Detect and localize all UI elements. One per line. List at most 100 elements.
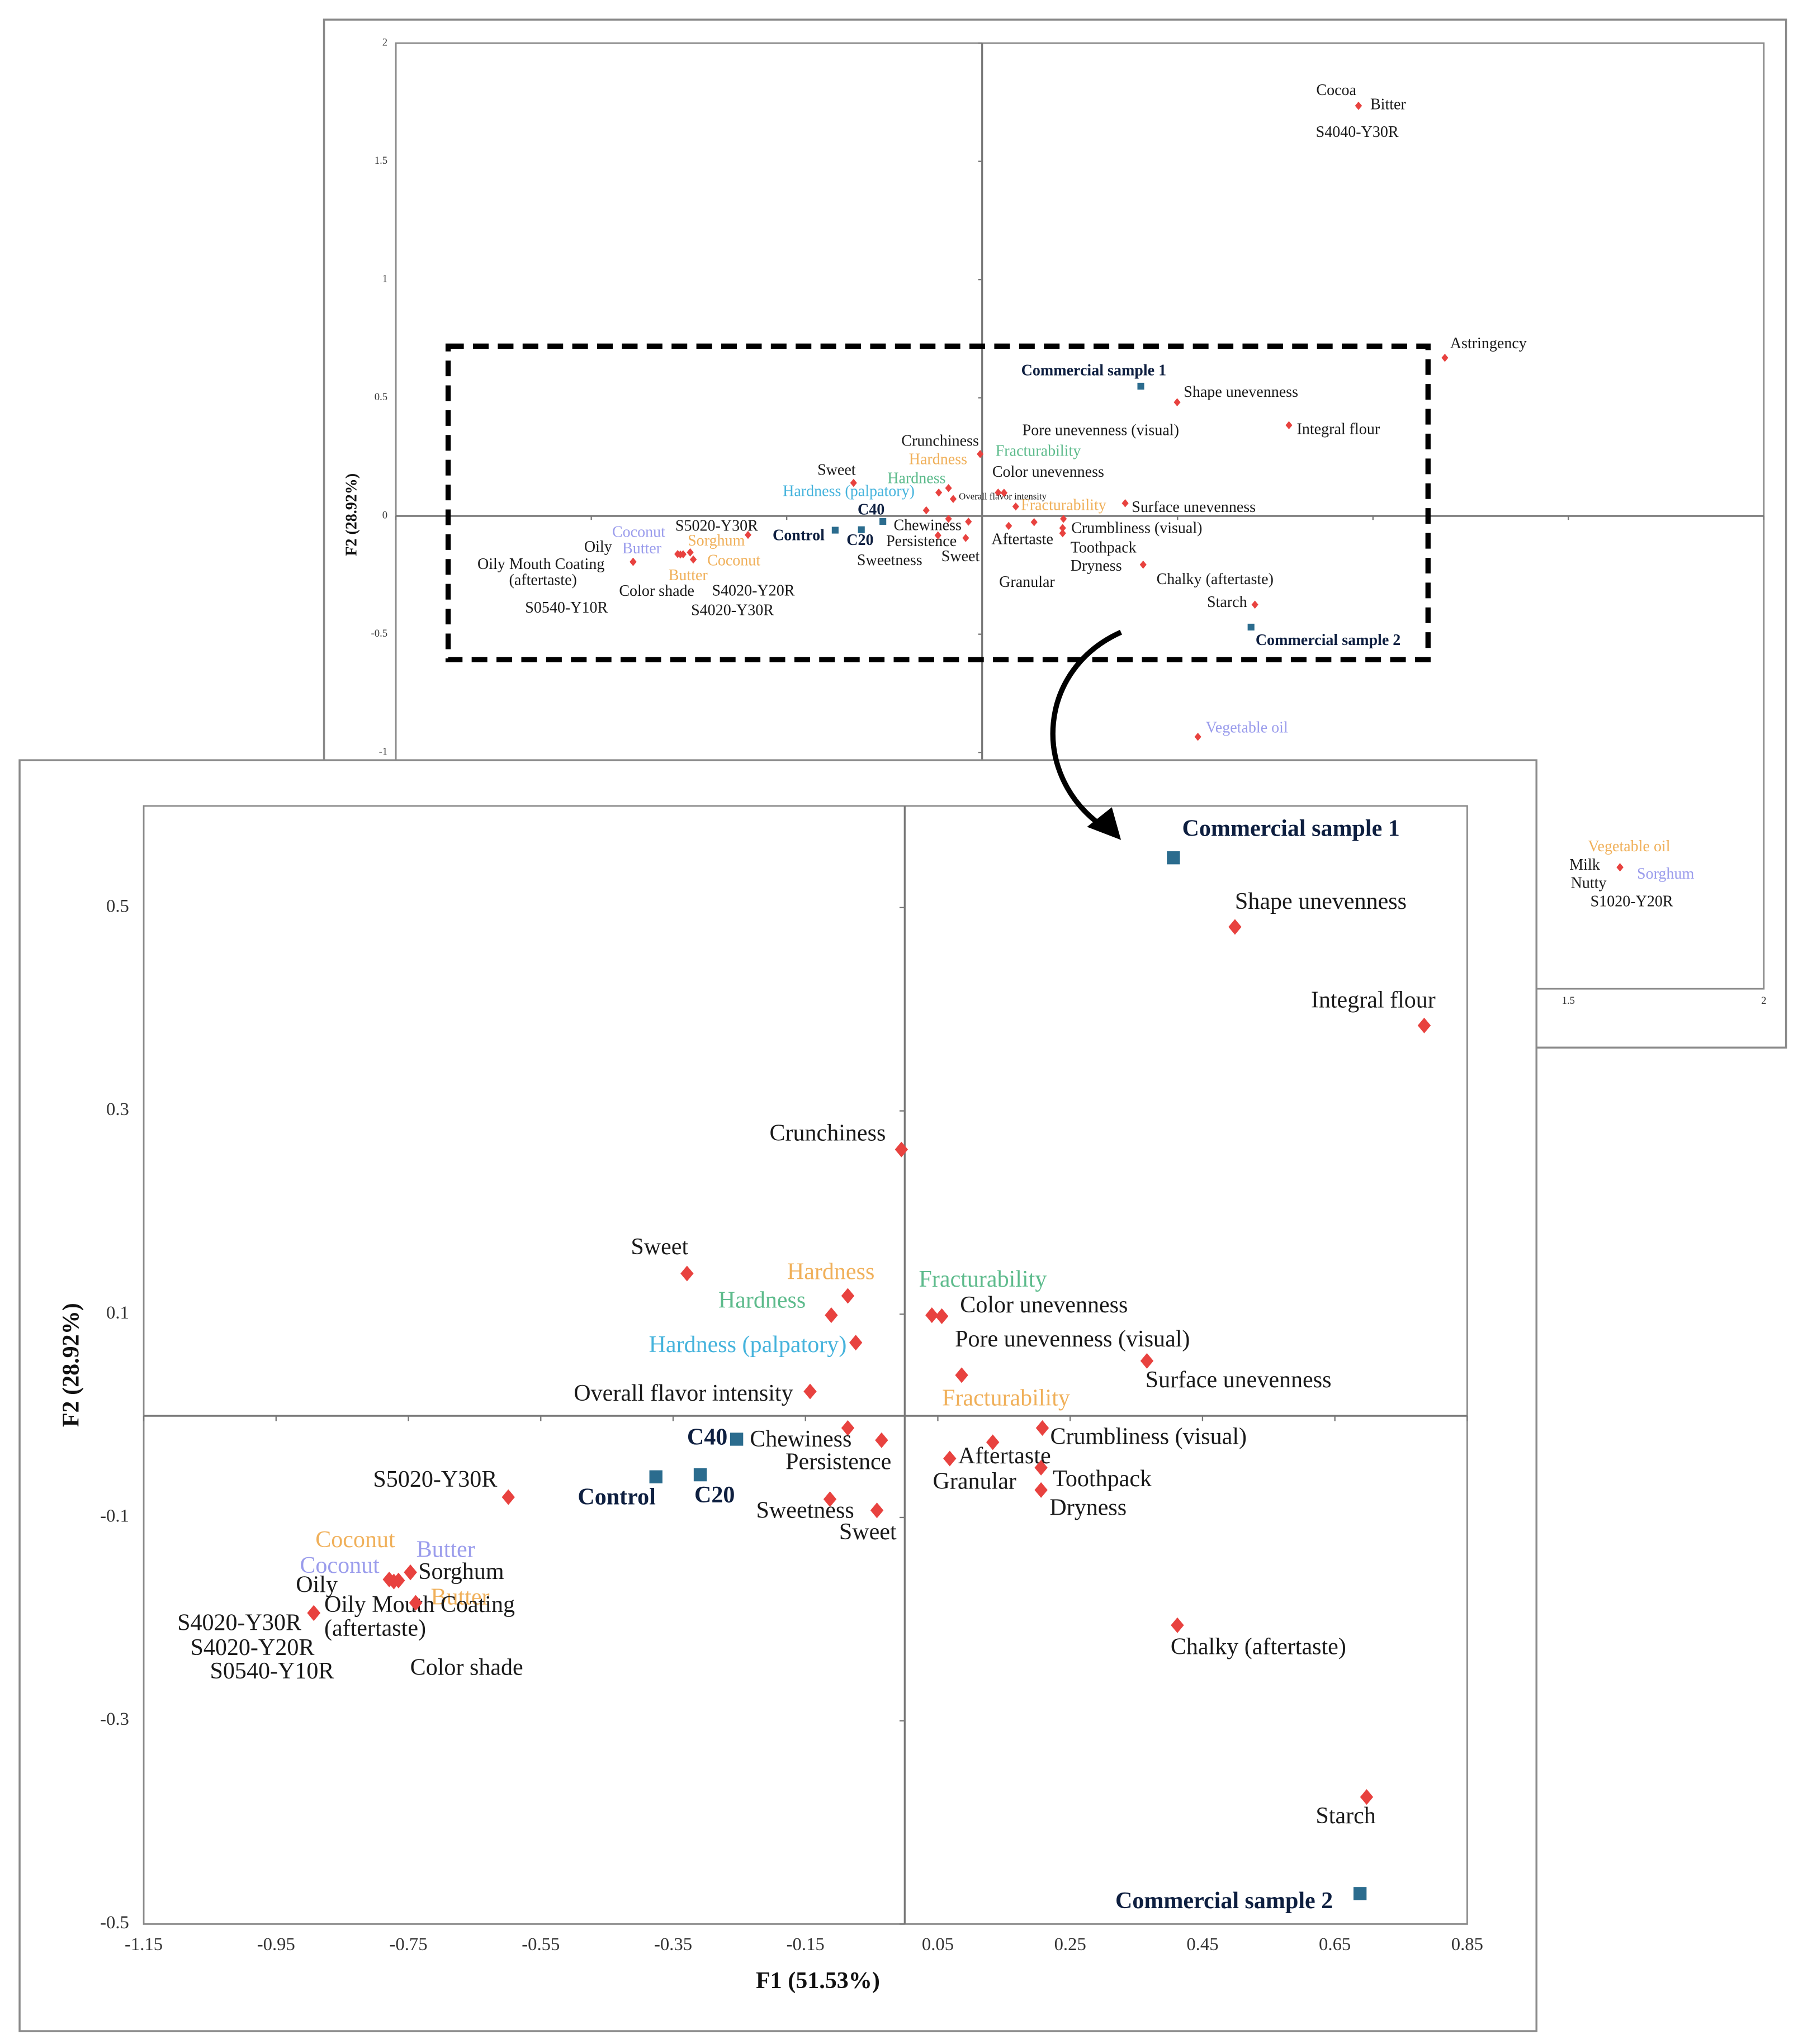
attribute-label: Sweetness xyxy=(857,552,922,569)
attribute-label: Sweetness xyxy=(756,1497,854,1523)
attribute-label: Chewiness xyxy=(750,1426,851,1452)
attribute-label: Coconut xyxy=(300,1553,380,1578)
attribute-label: Oily xyxy=(296,1572,338,1598)
attribute-label: S4040-Y30R xyxy=(1316,124,1399,141)
y-tick-label: 0.1 xyxy=(106,1303,129,1323)
attribute-marker xyxy=(744,530,752,539)
y-tick-label: 2 xyxy=(382,36,387,48)
attribute-label: Aftertaste xyxy=(958,1443,1051,1469)
attribute-label: Integral flour xyxy=(1311,987,1436,1013)
attribute-marker xyxy=(945,514,952,523)
y-tick-label: 0 xyxy=(382,509,387,521)
y-tick-label: -0.5 xyxy=(100,1913,129,1933)
zoom-chart: -0.5 -0.3 -0.1 0.1 0.3 0.5 -1.15 -0.95 -0.75 -0.5… xyxy=(18,759,1538,2032)
attribute-marker xyxy=(1012,502,1019,511)
attribute-label: Fracturability xyxy=(919,1267,1047,1292)
attribute-marker xyxy=(409,1595,423,1611)
attribute-label: Color shade xyxy=(410,1655,523,1681)
attribute-label: S0540-Y10R xyxy=(210,1658,334,1684)
attribute-marker xyxy=(1251,600,1258,609)
attribute-label: Oily Mouth Coating (aftertaste) xyxy=(324,1592,521,1641)
attribute-label: Starch xyxy=(1315,1803,1375,1829)
x-tick-label: -1.15 xyxy=(125,1934,163,1955)
attribute-marker xyxy=(823,1491,837,1507)
attribute-label: Hardness xyxy=(887,469,945,487)
attribute-label: Toothpack xyxy=(1071,539,1137,557)
attribute-label: Sweet xyxy=(817,461,856,478)
attribute-label: Fracturability xyxy=(996,442,1081,459)
x-tick-label: 0.05 xyxy=(922,1934,954,1955)
attribute-label: S0540-Y10R xyxy=(525,599,608,616)
attribute-marker xyxy=(1035,1420,1049,1436)
x-tick-label: -0.35 xyxy=(654,1934,692,1955)
attribute-marker xyxy=(977,450,984,458)
sample-label: Commercial sample 2 xyxy=(1256,632,1401,649)
attribute-marker xyxy=(1059,524,1066,533)
attribute-marker xyxy=(680,1265,694,1282)
y-axis-title: F2 (28.92%) xyxy=(59,1303,84,1427)
attribute-marker xyxy=(1059,529,1066,538)
zoom-arrowhead xyxy=(1087,807,1121,840)
sample-marker xyxy=(693,1468,707,1482)
y-tick-label: -0.5 xyxy=(371,628,388,639)
attribute-label: Milk xyxy=(1569,856,1601,874)
attribute-label: Sweet xyxy=(631,1234,688,1260)
attribute-marker xyxy=(934,531,941,540)
attribute-label: S4020-Y30R xyxy=(177,1610,301,1636)
attribute-marker xyxy=(1173,398,1181,406)
attribute-label: S5020-Y30R xyxy=(675,517,758,534)
attribute-label: Shape unevenness xyxy=(1184,383,1298,401)
x-tick-label: 0.45 xyxy=(1186,1934,1218,1955)
attribute-label: Butter xyxy=(417,1536,475,1562)
attribute-marker xyxy=(949,495,957,503)
zoom-arrow xyxy=(1050,629,1123,828)
attribute-label: Sweet xyxy=(839,1519,897,1545)
sample-label: C40 xyxy=(858,501,884,519)
sample-label: C20 xyxy=(694,1482,735,1508)
sample-marker xyxy=(1247,623,1255,631)
attribute-label: Oily Mouth Coating (aftertaste) xyxy=(477,556,608,589)
y-tick-label: -0.1 xyxy=(100,1506,129,1526)
attribute-label: Sweet xyxy=(941,548,980,565)
attribute-marker xyxy=(630,557,637,566)
attribute-marker xyxy=(1228,919,1242,935)
y-tick-label: 1 xyxy=(382,273,387,284)
sample-marker xyxy=(1137,382,1144,390)
y-axis-title: F2 (28.92%) xyxy=(343,473,360,556)
attribute-label: Pore unevenness (visual) xyxy=(955,1326,1190,1352)
y-tick-label: 0.5 xyxy=(106,896,129,916)
y-tick-label: -0.3 xyxy=(100,1709,129,1729)
sample-marker xyxy=(649,1470,662,1483)
attribute-marker xyxy=(1034,1482,1048,1498)
y-tick-label: -1 xyxy=(379,746,388,757)
x-tick-label: 1.5 xyxy=(1562,995,1575,1007)
attribute-marker xyxy=(962,534,969,542)
attribute-label: Granular xyxy=(933,1469,1016,1495)
attribute-label: Butter xyxy=(622,540,662,557)
attribute-marker xyxy=(870,1502,884,1519)
x-tick-label: -0.15 xyxy=(787,1934,825,1955)
attribute-label: Chalky (aftertaste) xyxy=(1157,571,1274,588)
attribute-marker xyxy=(1060,514,1067,523)
sample-label: Control xyxy=(773,527,825,544)
attribute-marker xyxy=(1417,1017,1431,1033)
attribute-marker xyxy=(1139,561,1147,569)
attribute-marker xyxy=(1194,732,1201,741)
attribute-label: S5020-Y30R xyxy=(373,1467,497,1492)
attribute-label: Crunchiness xyxy=(901,433,979,450)
attribute-label: Crumbliness (visual) xyxy=(1071,519,1202,537)
attribute-label: Hardness (palpatory) xyxy=(649,1332,847,1358)
x-axis-title: F1 (51.53%) xyxy=(756,1968,880,1994)
attribute-label: Pore unevenness (visual) xyxy=(1023,421,1179,439)
x-tick-label: -0.75 xyxy=(389,1934,427,1955)
attribute-label: Surface unevenness xyxy=(1132,499,1256,516)
attribute-label: Chewiness xyxy=(893,517,961,534)
attribute-label: Coconut xyxy=(707,552,760,570)
sample-marker xyxy=(1353,1887,1367,1900)
attribute-label: Hardness (palpatory) xyxy=(783,482,915,500)
sample-label: Commercial sample 1 xyxy=(1021,362,1167,380)
sample-label: Commercial sample 2 xyxy=(1115,1888,1333,1914)
attribute-marker xyxy=(965,518,972,526)
attribute-label: S4020-Y20R xyxy=(190,1635,314,1661)
attribute-label: Shape unevenness xyxy=(1235,889,1407,914)
